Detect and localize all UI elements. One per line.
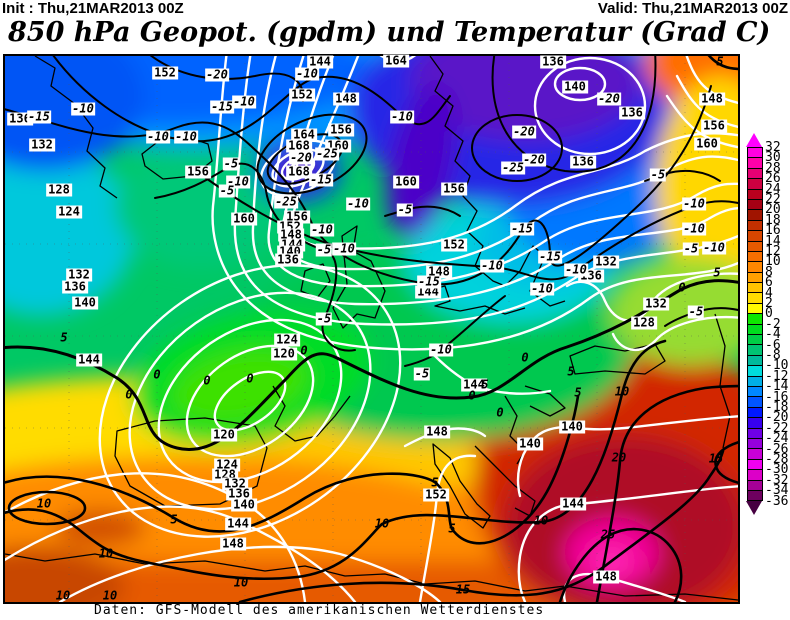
colorbar-band [748, 366, 762, 377]
colorbar-value-label: -20 [765, 410, 789, 426]
colorbar-arrow-down-icon [746, 501, 762, 516]
data-source: Daten: GFS-Modell des amerikanischen Wet… [94, 603, 545, 618]
colorbar-value-label: 14 [765, 233, 781, 249]
colorbar-band [748, 293, 762, 304]
colorbar-value-label: 26 [765, 171, 781, 187]
colorbar-band [748, 168, 762, 180]
colorbar-band [748, 210, 762, 221]
colorbar-value-label: -2 [765, 316, 781, 332]
header-row: Init : Thu,21MAR2013 00Z Valid: Thu,21MA… [2, 0, 788, 17]
colorbar-value-label: 10 [765, 254, 781, 270]
colorbar-value-label: 12 [765, 244, 781, 259]
colorbar-band [748, 470, 762, 481]
colorbar-value-label: 2 [765, 296, 773, 311]
colorbar-value-label: -22 [765, 420, 789, 436]
colorbar-value-label: 28 [765, 160, 781, 176]
colorbar-band [748, 189, 762, 200]
colorbar-band [748, 438, 762, 450]
colorbar-band [748, 345, 762, 356]
colorbar-value-label: -12 [765, 368, 789, 384]
colorbar-value-label: -36 [765, 493, 789, 509]
init-time: Init : Thu,21MAR2013 00Z [2, 0, 184, 17]
colorbar-band [748, 272, 762, 284]
colorbar-value-label: 6 [765, 275, 773, 291]
colorbar-band [748, 241, 762, 252]
colorbar-band [748, 199, 762, 211]
colorbar-band [748, 251, 762, 263]
chart-title: 850 hPa Geopot. (gpdm) und Temperatur (G… [8, 17, 771, 48]
colorbar-value-label: -28 [765, 452, 789, 467]
temperature-colorbar: 32 30 28 26 24 22 20 18 16 14 12 10 8 6 4 2 0 -2 -4 -6 -8 -10… [746, 133, 790, 516]
colorbar-value-label: -14 [765, 379, 789, 395]
colorbar-band [748, 324, 762, 336]
colorbar-arrow-up-icon [746, 133, 762, 147]
colorbar-band [748, 480, 762, 491]
colorbar-band [748, 459, 762, 471]
colorbar-band [748, 231, 762, 242]
colorbar-value-label: -18 [765, 400, 789, 415]
map-graphics [5, 56, 738, 602]
colorbar-band [748, 314, 762, 325]
colorbar-value-label: -4 [765, 327, 781, 343]
weather-map: 152 144 152 148 136 132 156 160 164 168 168 156 160 1… [3, 54, 740, 604]
colorbar-band [748, 179, 762, 190]
colorbar-value-label: 4 [765, 285, 773, 301]
colorbar-value-label: 22 [765, 192, 781, 207]
valid-time: Valid: Thu,21MAR2013 00Z [597, 0, 788, 17]
colorbar-band [748, 376, 762, 387]
colorbar-value-label: -8 [765, 348, 781, 363]
colorbar-band [748, 355, 762, 367]
colorbar-value-label: -32 [765, 472, 789, 488]
coastlines [5, 56, 738, 601]
colorbar-band [748, 262, 762, 273]
colorbar-band [748, 490, 762, 502]
colorbar-value-label: -6 [765, 337, 781, 353]
colorbar-value-label: -34 [765, 483, 789, 499]
colorbar-value-label: 32 [765, 140, 781, 155]
colorbar-band [748, 397, 762, 408]
colorbar-band [748, 386, 762, 398]
colorbar-band [748, 158, 762, 169]
colorbar-band [748, 428, 762, 439]
colorbar-value-label: -30 [765, 462, 789, 478]
colorbar-band [748, 418, 762, 429]
colorbar-value-label: 20 [765, 202, 781, 218]
colorbar-value-label: 16 [765, 223, 781, 239]
colorbar-band [748, 220, 762, 232]
colorbar-bands [747, 147, 763, 502]
colorbar-value-label: 0 [765, 306, 773, 322]
colorbar-band [748, 283, 762, 294]
colorbar-value-label: -10 [765, 358, 789, 374]
colorbar-value-label: 30 [765, 150, 781, 166]
colorbar-value-label: 18 [765, 212, 781, 228]
colorbar-value-label: 24 [765, 181, 781, 197]
colorbar-value-label: -16 [765, 389, 789, 405]
colorbar-band [748, 449, 762, 460]
colorbar-value-label: -26 [765, 441, 789, 457]
colorbar-band [748, 147, 762, 159]
colorbar-band [748, 303, 762, 315]
colorbar-band [748, 407, 762, 419]
colorbar-value-label: 8 [765, 264, 773, 280]
graticule [5, 56, 738, 602]
colorbar-band [748, 335, 762, 346]
colorbar-value-label: -24 [765, 431, 789, 447]
